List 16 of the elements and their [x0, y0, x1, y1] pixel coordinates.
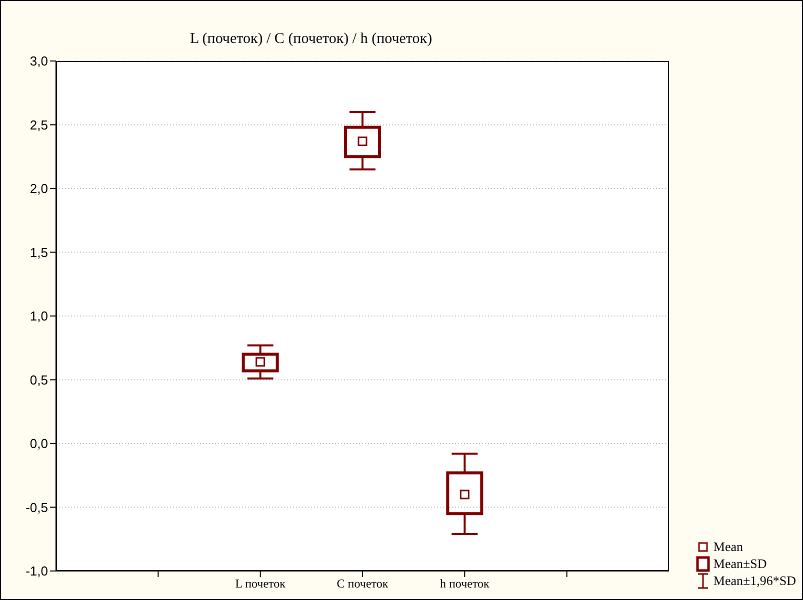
- y-tick-label: 0,5: [30, 372, 48, 388]
- x-tick-label: C почеток: [336, 576, 388, 591]
- text: Mean±1,96*SD: [713, 572, 796, 589]
- chart-title: L (почеток) / C (почеток) / h (почеток): [188, 31, 434, 48]
- y-tick-label: -1,0: [26, 564, 48, 579]
- x-tick-label: L почеток: [235, 576, 286, 591]
- x-tick-label: h почеток: [440, 576, 490, 591]
- y-tick-label: -0,5: [26, 500, 48, 515]
- y-tick-label: 1,0: [30, 308, 48, 324]
- y-tick-label: 1,5: [30, 244, 48, 260]
- y-tick-label: 2,5: [30, 117, 48, 132]
- y-tick-label: 3,0: [30, 54, 48, 69]
- text: Mean±SD: [713, 555, 767, 572]
- y-tick-label: 0,0: [30, 436, 48, 452]
- text: Mean: [713, 538, 743, 555]
- y-tick-label: 2,0: [30, 181, 48, 196]
